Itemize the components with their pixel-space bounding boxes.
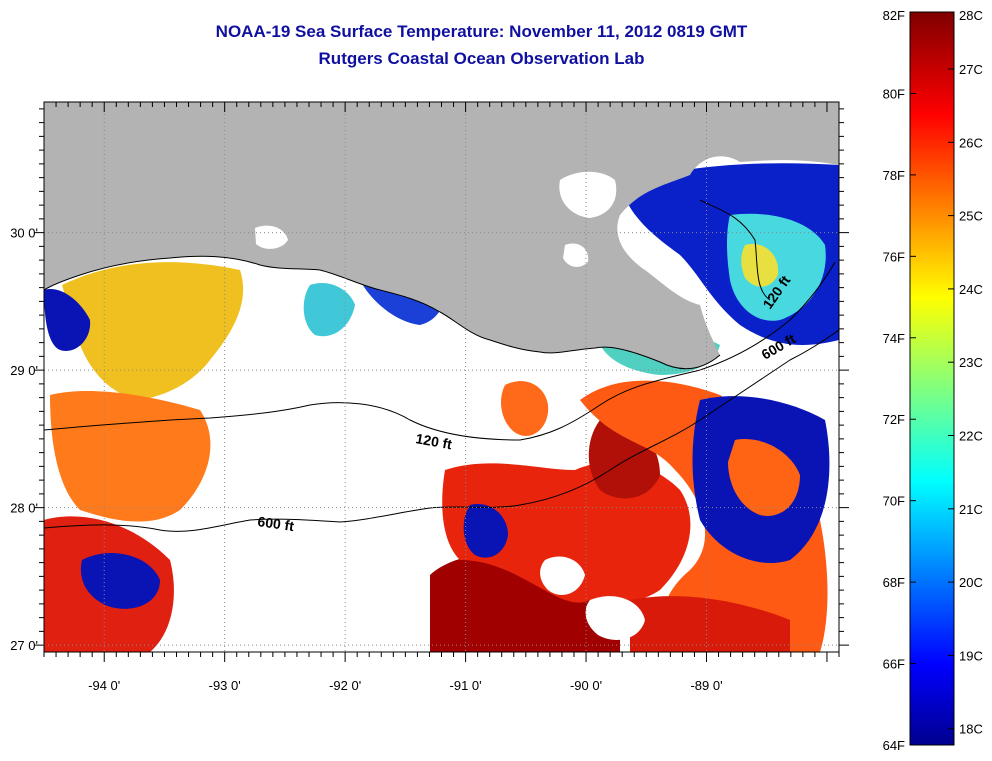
colorbar-label-f: 76F: [883, 249, 905, 264]
colorbar-label-f: 66F: [883, 657, 905, 672]
sst-region-blue-southwest: [80, 552, 160, 609]
lon-tick-label: -89 0': [690, 678, 722, 693]
colorbar-label-f: 72F: [883, 412, 905, 427]
land-cloud-patch-2: [255, 225, 288, 249]
sst-region-orange-mid: [500, 381, 549, 436]
colorbar-ticks: 82F 80F 78F 76F 74F 72F 70F 68F 66F 64F 28C 27C 26C 2…: [883, 8, 983, 753]
lon-tick-label: -92 0': [329, 678, 361, 693]
lon-tick-label: -93 0': [209, 678, 241, 693]
colorbar-label-f: 80F: [883, 86, 905, 101]
sst-region-yellow-sound: [741, 244, 779, 287]
map-subtitle: Rutgers Coastal Ocean Observation Lab: [318, 49, 645, 68]
sst-region-white-clouds-2: [585, 596, 645, 640]
colorbar-label-f: 78F: [883, 168, 905, 183]
contour-label-120ft: 120 ft: [414, 430, 453, 452]
contour-120ft: [44, 261, 836, 441]
lat-tick-label: 27 0': [10, 638, 38, 653]
map-axes: -94 0' -93 0' -92 0' -91 0' -90 0' -89 0' 30 0…: [10, 102, 849, 693]
sst-region-orange-inner-east: [728, 439, 800, 516]
lon-tick-label: -94 0': [88, 678, 120, 693]
contour-600ft: [44, 329, 839, 532]
colorbar-label-c: 19C: [959, 648, 983, 663]
sst-region-blue-south-center: [463, 504, 508, 558]
colorbar-label-c: 27C: [959, 62, 983, 77]
colorbar-label-c: 21C: [959, 502, 983, 517]
sst-map: [44, 102, 839, 652]
contour-label-600ft: 600 ft: [257, 513, 296, 534]
sst-region-white-clouds: [540, 556, 585, 595]
graticule: [44, 102, 839, 652]
lat-tick-label: 30 0': [10, 226, 38, 241]
sst-field: [44, 163, 839, 652]
colorbar-label-f: 68F: [883, 575, 905, 590]
colorbar-label-c: 24C: [959, 282, 983, 297]
colorbar-label-c: 25C: [959, 209, 983, 224]
colorbar-label-c: 22C: [959, 429, 983, 444]
colorbar-label-c: 18C: [959, 722, 983, 737]
sst-region-orange-west: [50, 390, 211, 522]
contour-120ft-northeast: [699, 199, 771, 301]
lon-tick-label: -90 0': [570, 678, 602, 693]
colorbar: 82F 80F 78F 76F 74F 72F 70F 68F 66F 64F 28C 27C 26C 2…: [883, 8, 983, 753]
map-title: NOAA-19 Sea Surface Temperature: Novembe…: [215, 22, 748, 41]
lat-tick-label: 28 0': [10, 501, 38, 516]
colorbar-label-c: 26C: [959, 135, 983, 150]
colorbar-label-c: 20C: [959, 575, 983, 590]
land-cloud-patch-3: [563, 243, 589, 267]
sst-region-red-south: [630, 596, 790, 652]
colorbar-label-c: 28C: [959, 8, 983, 23]
sst-region-cyan-mid: [303, 282, 355, 337]
colorbar-label-f: 74F: [883, 331, 905, 346]
colorbar-gradient: [909, 11, 955, 746]
sst-region-yellow-coast: [62, 262, 244, 400]
lon-tick-label: -91 0': [450, 678, 482, 693]
sst-region-blue-west: [44, 289, 91, 351]
colorbar-label-c: 23C: [959, 355, 983, 370]
coastline: [44, 255, 721, 370]
land-mass: [44, 102, 839, 369]
colorbar-label-f: 70F: [883, 494, 905, 509]
colorbar-label-f: 64F: [883, 738, 905, 753]
lat-tick-label: 29 0': [10, 363, 38, 378]
colorbar-label-f: 82F: [883, 8, 905, 23]
land-cloud-patch: [559, 171, 617, 218]
